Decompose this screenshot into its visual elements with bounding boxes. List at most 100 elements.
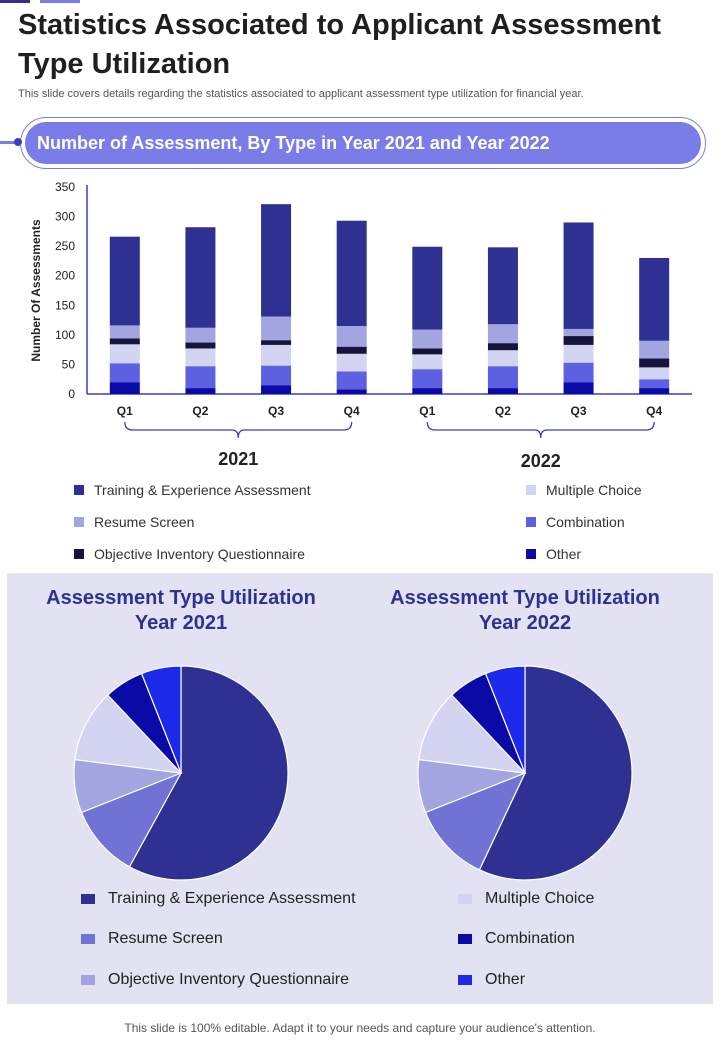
x-tick-label: Q2 bbox=[495, 404, 511, 418]
bar-segment bbox=[185, 348, 216, 367]
bar-segment bbox=[563, 336, 594, 345]
pie-slice-2022 bbox=[478, 665, 633, 881]
legend-label: Training & Experience Assessment bbox=[94, 482, 311, 498]
banner-connector bbox=[0, 141, 24, 144]
pie-slice-2022 bbox=[418, 694, 527, 774]
legend-swatch bbox=[81, 975, 95, 985]
chart-banner-fill: Number of Assessment, By Type in Year 20… bbox=[25, 122, 701, 164]
bar-segment bbox=[109, 344, 140, 364]
x-tick-label: Q4 bbox=[646, 404, 662, 418]
pie-legend-item-training: Training & Experience Assessment bbox=[81, 890, 356, 908]
bar-segment bbox=[487, 366, 518, 389]
bar-segment bbox=[639, 388, 670, 394]
legend-label: Multiple Choice bbox=[546, 482, 642, 498]
bar-segment bbox=[563, 344, 594, 363]
legend-item-other: Other bbox=[526, 546, 581, 562]
bar-segment bbox=[487, 388, 518, 394]
top-accent-bar-dark bbox=[0, 0, 30, 3]
stacked-bar-chart: 0 50 100 150 200 250 300 350 Number Of Assessmen… bbox=[29, 180, 692, 471]
legend-item-resume-screen: Resume Screen bbox=[74, 514, 194, 530]
footer-note: This slide is 100% editable. Adapt it to… bbox=[124, 1021, 596, 1035]
bar-segment bbox=[185, 388, 216, 394]
pie-legend-item-objective-inventory: Objective Inventory Questionnaire bbox=[81, 971, 349, 989]
pie-legend-item-multiple-choice: Multiple Choice bbox=[458, 890, 594, 908]
bar-segment bbox=[487, 350, 518, 367]
legend-item-combination: Combination bbox=[526, 514, 625, 530]
bar-segment bbox=[261, 385, 292, 394]
bar-segment bbox=[639, 340, 670, 359]
bar-segment bbox=[185, 342, 216, 349]
bar-segment bbox=[336, 371, 367, 390]
group-label: 2022 bbox=[521, 451, 561, 471]
bar-segment bbox=[261, 340, 292, 345]
pie-slice-2022 bbox=[484, 665, 526, 774]
bar-segment bbox=[109, 363, 140, 383]
bar-segment bbox=[261, 204, 292, 317]
legend-label: Combination bbox=[485, 930, 575, 947]
pie-slice-2021 bbox=[74, 694, 183, 774]
bar-segment bbox=[336, 220, 367, 326]
bar-segment bbox=[412, 354, 443, 370]
bar-segment bbox=[109, 325, 140, 339]
x-tick-label: Q4 bbox=[344, 404, 360, 418]
legend-label: Combination bbox=[546, 514, 625, 530]
bar-segment bbox=[563, 222, 594, 329]
pie-title-line: Assessment Type Utilization bbox=[390, 587, 660, 609]
bar-segment bbox=[412, 246, 443, 330]
x-tick-label: Q1 bbox=[419, 404, 435, 418]
bar-segment bbox=[185, 327, 216, 343]
legend-label: Objective Inventory Questionnaire bbox=[94, 546, 305, 562]
legend-swatch bbox=[81, 894, 95, 904]
legend-swatch bbox=[526, 517, 536, 527]
pie-title-line: Year 2021 bbox=[134, 612, 228, 634]
bar-segment bbox=[261, 365, 292, 386]
legend-label: Training & Experience Assessment bbox=[108, 890, 356, 907]
bar-segment bbox=[109, 236, 140, 326]
y-tick-label: 200 bbox=[55, 269, 75, 283]
pie-legend-item-other: Other bbox=[458, 971, 525, 989]
y-tick-label: 0 bbox=[68, 387, 75, 401]
y-axis-title: Number Of Assessments bbox=[29, 219, 43, 362]
bar-segment bbox=[185, 227, 216, 328]
bar-segment bbox=[336, 325, 367, 347]
legend-swatch bbox=[74, 517, 84, 527]
pie-slice-2022 bbox=[424, 771, 527, 871]
legend-label: Resume Screen bbox=[94, 514, 195, 530]
group-bracket bbox=[426, 421, 655, 439]
legend-label: Objective Inventory Questionnaire bbox=[108, 971, 350, 988]
bar-segment bbox=[109, 338, 140, 345]
legend-item-multiple-choice: Multiple Choice bbox=[526, 482, 642, 498]
x-tick-label: Q1 bbox=[117, 404, 133, 418]
legend-swatch bbox=[526, 549, 536, 559]
bar-segment bbox=[639, 367, 670, 380]
legend-item-objective-inventory: Objective Inventory Questionnaire bbox=[74, 546, 305, 562]
bar-segment bbox=[412, 388, 443, 394]
y-tick-label: 350 bbox=[55, 180, 75, 194]
legend-swatch bbox=[458, 975, 472, 985]
bar-segment bbox=[185, 366, 216, 389]
pie-title-line: Assessment Type Utilization bbox=[46, 587, 316, 609]
page-subtitle: This slide covers details regarding the … bbox=[18, 88, 584, 100]
bar-segment bbox=[487, 247, 518, 325]
legend-label: Resume Screen bbox=[108, 930, 223, 947]
bar-segment bbox=[336, 389, 367, 394]
y-tick-label: 250 bbox=[55, 239, 75, 253]
legend-label: Other bbox=[485, 971, 526, 988]
bar-segment bbox=[336, 353, 367, 372]
bar-segment bbox=[336, 346, 367, 354]
x-tick-label: Q2 bbox=[192, 404, 208, 418]
bar-segment bbox=[412, 329, 443, 349]
chart-banner: Number of Assessment, By Type in Year 20… bbox=[20, 117, 706, 169]
pie-slice-2021 bbox=[140, 665, 182, 774]
pie-slice-2021 bbox=[128, 665, 289, 881]
x-tick-label: Q3 bbox=[571, 404, 587, 418]
legend-swatch bbox=[458, 934, 472, 944]
bar-segment bbox=[261, 316, 292, 341]
bar-segment bbox=[639, 358, 670, 368]
bar-segment bbox=[487, 324, 518, 344]
legend-item-training: Training & Experience Assessment bbox=[74, 482, 311, 498]
bar-segment bbox=[412, 348, 443, 355]
x-tick-label: Q3 bbox=[268, 404, 284, 418]
legend-label: Multiple Choice bbox=[485, 890, 595, 907]
y-tick-label: 100 bbox=[55, 328, 75, 342]
